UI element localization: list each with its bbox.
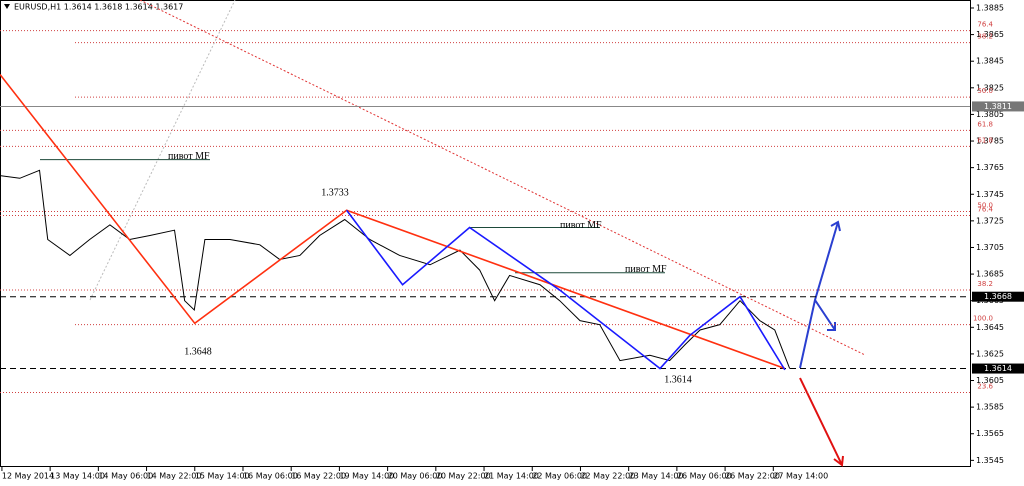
- y-tick-label: 1.3825: [976, 83, 1004, 92]
- fib-label: 23.6: [977, 382, 993, 390]
- chart-title: EURUSD,H1 1.3614 1.3618 1.3614 1.3617: [14, 3, 183, 12]
- x-tick-label: 14 May 22:00: [147, 472, 202, 481]
- fib-label: 38.2: [977, 33, 993, 41]
- y-tick-label: 1.3765: [976, 163, 1004, 172]
- price-line-series: [0, 169, 791, 369]
- fib-label: 50.0: [977, 87, 993, 95]
- plot-frame: [0, 0, 971, 467]
- price-label: 1.3614: [984, 364, 1012, 373]
- fib-label: 100.0: [973, 315, 993, 323]
- x-tick-label: 23 May 14:00: [629, 472, 684, 481]
- y-tick-label: 1.3805: [976, 110, 1004, 119]
- x-tick-label: 13 May 14:00: [50, 472, 105, 481]
- y-tick-label: 1.3605: [976, 376, 1004, 385]
- fib-label: 61.8: [977, 120, 993, 128]
- y-tick-label: 1.3745: [976, 190, 1004, 199]
- x-tick-label: 26 May 22:00: [725, 472, 780, 481]
- pivot-label: пивот MF: [168, 151, 210, 162]
- price-box: [972, 363, 1024, 374]
- x-tick-label: 20 May 22:00: [436, 472, 491, 481]
- zigzag: [0, 74, 786, 370]
- arrow-head: [830, 220, 841, 232]
- x-tick-label: 22 May 22:00: [580, 472, 635, 481]
- x-tick-label: 16 May 06:00: [243, 472, 298, 481]
- y-tick-label: 1.3845: [976, 57, 1004, 66]
- annotation: 1.3614: [664, 374, 692, 385]
- x-tick-label: 14 May 06:00: [98, 472, 153, 481]
- fan-line: [89, 0, 236, 301]
- price-label: 1.3811: [984, 102, 1012, 111]
- x-tick-label: 15 May 14:00: [195, 472, 250, 481]
- zigzag: [345, 209, 786, 371]
- y-tick-label: 1.3885: [976, 3, 1004, 12]
- trend-line: [139, 0, 866, 356]
- y-tick-label: 1.3645: [976, 323, 1004, 332]
- title-icon: [4, 4, 10, 9]
- pivot-label: пивот MF: [625, 264, 667, 275]
- price-box: [972, 291, 1024, 302]
- x-tick-label: 20 May 06:00: [388, 472, 443, 481]
- fib-label: 38.2: [977, 280, 993, 288]
- y-tick-label: 1.3545: [976, 456, 1004, 465]
- x-tick-label: 19 May 14:00: [339, 472, 394, 481]
- fib-label: 76.4: [977, 21, 993, 29]
- annotation: 1.3733: [321, 187, 349, 198]
- pivot-label: пивот MF: [560, 220, 602, 231]
- price-label: 1.3668: [984, 292, 1012, 301]
- fib-label: 50.0: [977, 202, 993, 210]
- arrow-head: [833, 455, 844, 467]
- x-tick-label: 22 May 06:00: [532, 472, 587, 481]
- y-tick-label: 1.3585: [976, 403, 1004, 412]
- y-tick-label: 1.3565: [976, 429, 1004, 438]
- y-tick-label: 1.3725: [976, 216, 1004, 225]
- y-tick-label: 1.3705: [976, 243, 1004, 252]
- x-tick-label: 21 May 14:00: [484, 472, 539, 481]
- x-tick-label: 16 May 22:00: [291, 472, 346, 481]
- x-tick-label: 12 May 2014: [2, 472, 54, 481]
- fib-label: 61.8: [977, 136, 993, 144]
- x-tick-label: 27 May 14:00: [773, 472, 828, 481]
- y-tick-label: 1.3785: [976, 137, 1004, 146]
- y-tick-label: 1.3625: [976, 349, 1004, 358]
- y-tick-label: 1.3685: [976, 270, 1004, 279]
- fib-label: 76.4: [977, 206, 993, 214]
- y-tick-label: 1.3865: [976, 30, 1004, 39]
- x-tick-label: 26 May 06:00: [677, 472, 732, 481]
- annotation: 1.3648: [184, 346, 212, 357]
- price-box: [972, 101, 1024, 112]
